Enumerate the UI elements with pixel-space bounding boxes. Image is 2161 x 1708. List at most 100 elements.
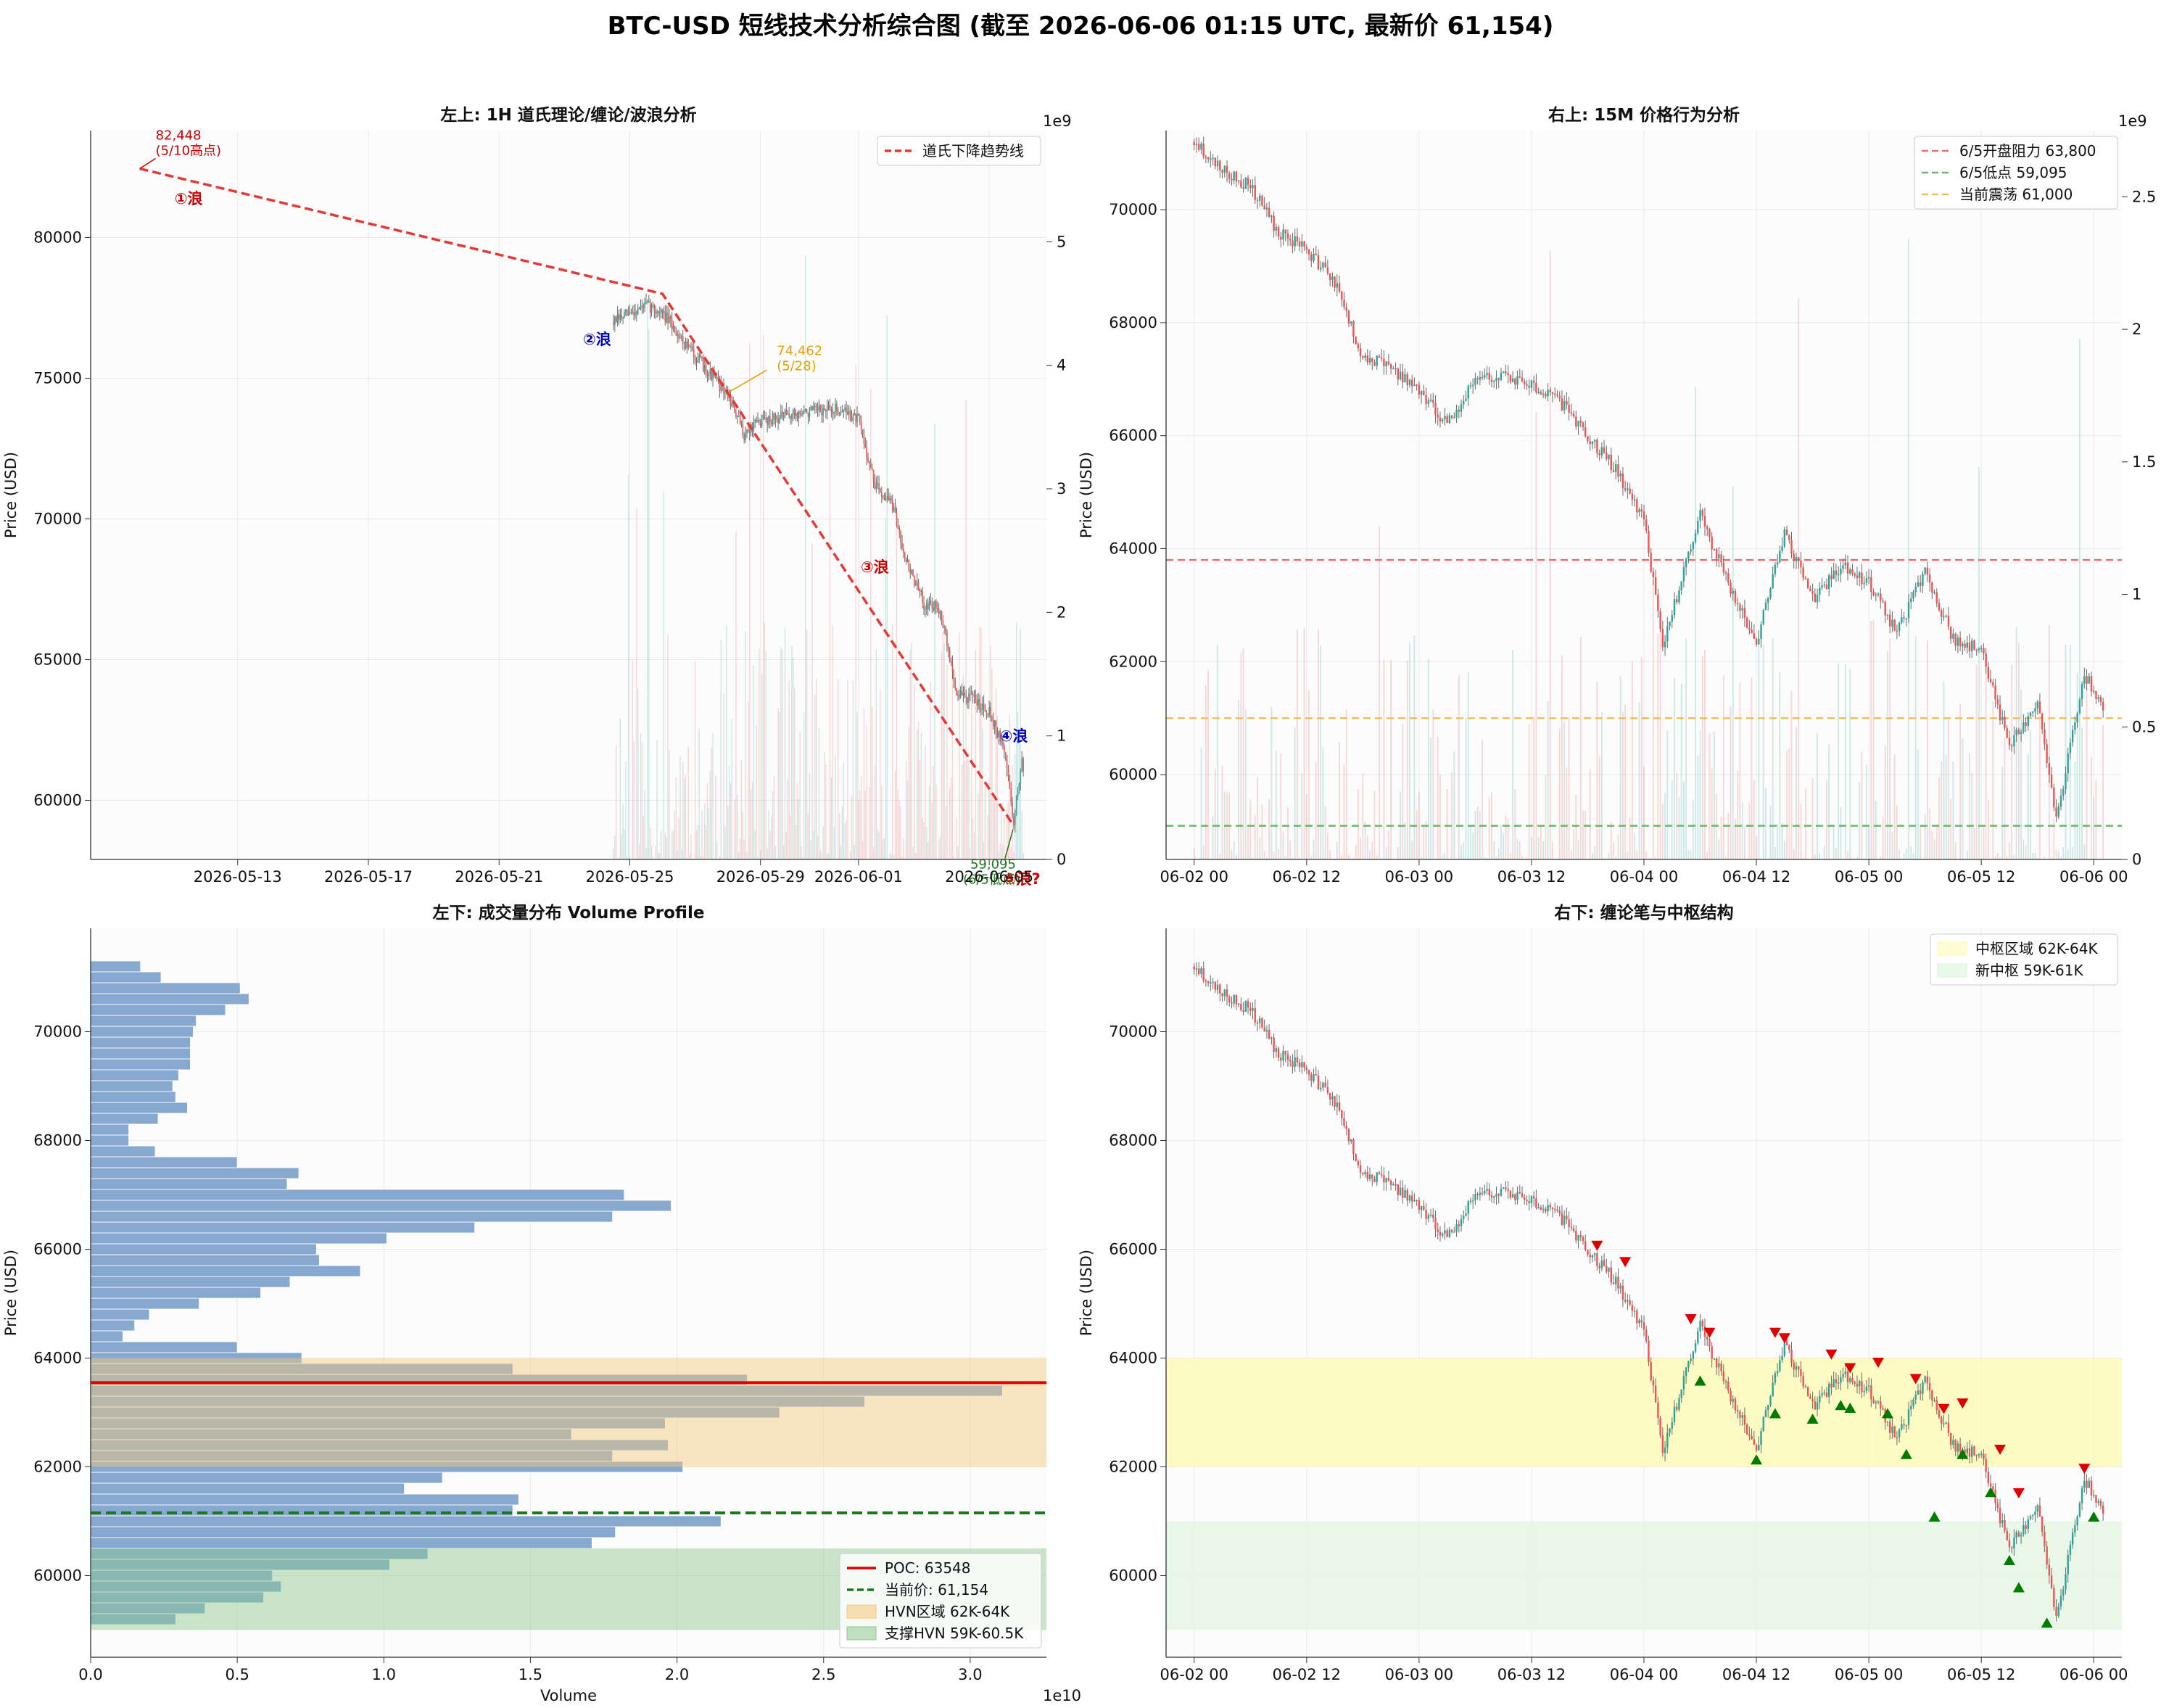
- volume-profile-bar: [90, 1526, 616, 1538]
- volume-bar: [1933, 839, 1935, 859]
- y-tick-label: 62000: [1109, 1459, 1157, 1476]
- candle-up: [2057, 806, 2059, 817]
- volume-bar: [1769, 805, 1772, 859]
- candle-up: [1294, 1057, 1296, 1068]
- wave-label: ②浪: [583, 331, 611, 348]
- candle-up: [1673, 1406, 1676, 1422]
- volume-bar: [1938, 777, 1940, 859]
- volume-bar: [1811, 777, 1814, 859]
- candle-up: [934, 601, 935, 611]
- candle-up: [1867, 577, 1870, 579]
- candle-down: [1476, 1194, 1479, 1196]
- candle-up: [827, 405, 830, 408]
- volume-bar: [629, 857, 631, 859]
- candle-down: [1235, 994, 1238, 1005]
- volume-profile-bar: [90, 1308, 150, 1321]
- volume-bar: [1360, 837, 1362, 859]
- candle-down: [1568, 1219, 1570, 1227]
- candle-up: [746, 429, 748, 434]
- candle-up: [1516, 1192, 1519, 1200]
- candle-up: [2057, 1606, 2059, 1617]
- volume-bar: [1545, 775, 1547, 859]
- candle-down: [1882, 601, 1884, 603]
- candle-down: [858, 413, 859, 416]
- volume-bar: [740, 759, 743, 859]
- volume-bar: [1868, 827, 1870, 859]
- candle-down: [970, 693, 972, 695]
- candle-up: [768, 416, 769, 425]
- candle-down: [931, 603, 933, 608]
- candle-up: [1444, 416, 1446, 420]
- volume-bar: [1603, 858, 1605, 859]
- volume-bar: [2017, 643, 2020, 859]
- volume-bar: [1470, 825, 1471, 859]
- candle-up: [2083, 676, 2086, 684]
- candle-down: [1012, 801, 1013, 817]
- volume-bar: [814, 695, 816, 859]
- volume-bar: [769, 830, 771, 859]
- x-tick-label: 06-05 12: [1947, 868, 2015, 886]
- candle-down: [1802, 567, 1804, 579]
- bottom-fractal-marker: [1881, 1408, 1893, 1419]
- volume-bar: [1838, 663, 1840, 859]
- volume-bar: [1458, 674, 1460, 859]
- candle-down: [1240, 180, 1242, 188]
- candle-down: [701, 357, 703, 359]
- candle-up: [1600, 447, 1603, 455]
- volume-bar: [859, 790, 861, 859]
- candle-up: [1886, 1421, 1889, 1423]
- candle-down: [1706, 527, 1708, 529]
- volume-bar: [1488, 797, 1490, 859]
- volume-bar: [1566, 767, 1568, 859]
- volume-bar: [816, 679, 817, 859]
- volume-bar: [1657, 633, 1659, 859]
- candle-down: [1654, 1385, 1657, 1403]
- top-fractal-marker: [1909, 1374, 1922, 1385]
- candle-down: [1476, 378, 1479, 380]
- volume-bar: [1760, 858, 1762, 859]
- candle-up: [1336, 283, 1339, 288]
- y-axis-title: Price (USD): [2, 1250, 20, 1336]
- volume-bar: [1236, 854, 1237, 859]
- secondary-y-tick-label: 1: [1057, 727, 1066, 745]
- x-tick-label: 06-04 00: [1610, 1666, 1678, 1683]
- candle-up: [1615, 464, 1617, 472]
- volume-bar: [2027, 754, 2029, 859]
- volume-bar: [2034, 852, 2036, 859]
- volume-bar: [1741, 802, 1743, 859]
- volume-bar: [1786, 750, 1788, 859]
- candle-up: [1865, 1386, 1868, 1391]
- candle-down: [1846, 1371, 1849, 1382]
- volume-bar: [1674, 677, 1675, 859]
- volume-bar: [1954, 842, 1957, 859]
- candle-down: [1888, 614, 1891, 627]
- candle-down: [1410, 379, 1413, 387]
- candle-up: [1195, 968, 1198, 970]
- volume-bar: [825, 764, 827, 859]
- candle-up: [993, 720, 996, 727]
- volume-bar: [1519, 841, 1521, 859]
- volume-bar: [1207, 669, 1210, 859]
- candle-up: [1776, 562, 1779, 565]
- candle-up: [1828, 1383, 1830, 1397]
- candle-down: [1935, 592, 1938, 603]
- volume-bar: [1887, 650, 1888, 859]
- volume-bar: [708, 808, 710, 859]
- candle-up: [978, 699, 979, 706]
- candle-down: [1587, 1250, 1589, 1255]
- candle-up: [1907, 1409, 1910, 1425]
- candle-up: [1627, 488, 1629, 490]
- volume-bar: [1610, 822, 1612, 859]
- candle-up: [970, 693, 971, 695]
- candle-up: [1484, 1191, 1486, 1194]
- legend-swatch: [846, 1604, 877, 1619]
- candle-up: [1713, 549, 1716, 550]
- candle-down: [2025, 1525, 2027, 1529]
- volume-bar: [753, 665, 755, 859]
- candle-up: [1692, 1351, 1695, 1359]
- candle-down: [1872, 591, 1875, 595]
- candle-down: [2017, 730, 2020, 735]
- candle-up: [712, 371, 714, 380]
- candle-up: [803, 411, 805, 413]
- candle-up: [840, 412, 842, 414]
